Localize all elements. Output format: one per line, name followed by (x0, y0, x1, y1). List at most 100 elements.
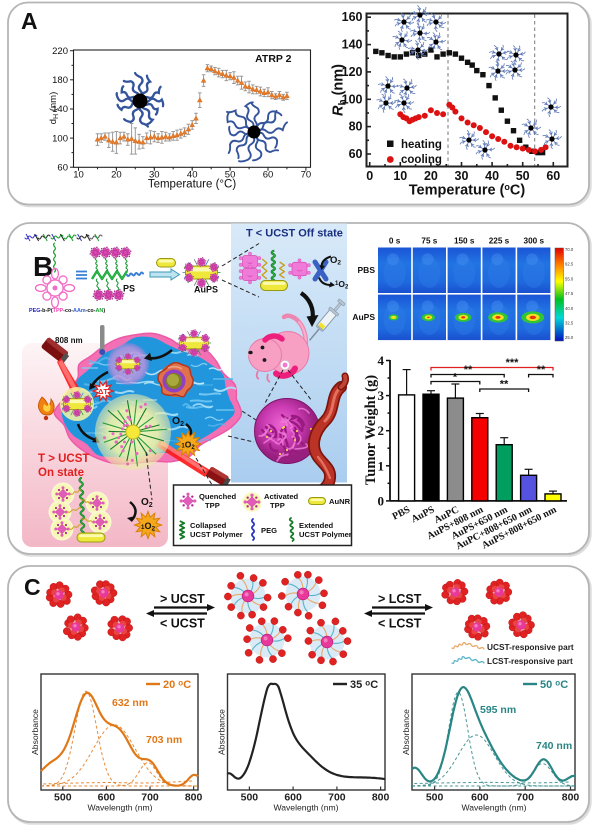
svg-text:35 oC: 35 oC (350, 679, 378, 692)
svg-text:Rh (nm): Rh (nm) (331, 64, 349, 116)
svg-text:220: 220 (52, 46, 68, 57)
svg-text:60: 60 (263, 170, 274, 181)
svg-text:AuNR: AuNR (329, 497, 351, 506)
svg-text:20: 20 (424, 169, 438, 183)
svg-text:800: 800 (372, 792, 390, 804)
svg-text:Absorbance: Absorbance (217, 709, 227, 755)
svg-text:50 oC: 50 oC (540, 679, 568, 692)
svg-text:C: C (24, 574, 41, 600)
svg-text:**: ** (537, 364, 546, 376)
svg-text:UCST-responsive part: UCST-responsive part (487, 642, 574, 652)
svg-text:UCST Polymer: UCST Polymer (299, 530, 352, 539)
svg-text:LCST-responsive part: LCST-responsive part (487, 656, 573, 666)
svg-text:225 s: 225 s (489, 237, 510, 246)
svg-text:800: 800 (185, 792, 203, 804)
svg-text:20: 20 (111, 170, 122, 181)
svg-text:62.5: 62.5 (565, 262, 574, 267)
svg-text:600: 600 (98, 792, 116, 804)
svg-text:25.0: 25.0 (565, 335, 574, 340)
svg-text:AuPS: AuPS (194, 285, 218, 295)
svg-text:600: 600 (284, 792, 302, 804)
svg-text:600: 600 (471, 792, 489, 804)
svg-text:40: 40 (187, 170, 198, 181)
svg-text:< UCST: < UCST (160, 617, 205, 631)
svg-text:O2: O2 (330, 255, 341, 267)
svg-text:Absorbance: Absorbance (401, 709, 411, 755)
svg-text:300 s: 300 s (524, 237, 545, 246)
svg-text:50: 50 (225, 170, 236, 181)
svg-text:dH (nm): dH (nm) (48, 92, 60, 125)
svg-text:Quenched: Quenched (199, 492, 236, 501)
svg-text:10: 10 (393, 169, 407, 183)
svg-text:800: 800 (562, 792, 580, 804)
svg-text:700: 700 (141, 792, 159, 804)
svg-text:AuPS: AuPS (352, 312, 375, 322)
svg-text:70: 70 (301, 170, 312, 181)
svg-text:**: ** (464, 364, 473, 376)
svg-text:B: B (33, 251, 53, 282)
svg-text:632 nm: 632 nm (112, 697, 148, 709)
svg-text:A: A (21, 8, 38, 34)
svg-text:*: * (453, 372, 458, 384)
svg-text:75 s: 75 s (421, 237, 437, 246)
svg-text:< LCST: < LCST (378, 617, 422, 631)
svg-text:180: 180 (52, 75, 68, 86)
svg-text:50: 50 (516, 169, 530, 183)
svg-text:30: 30 (149, 170, 160, 181)
svg-text:PEG-b-P(TPP-co-AAm-co-AN): PEG-b-P(TPP-co-AAm-co-AN) (29, 308, 105, 314)
svg-text:80: 80 (349, 120, 363, 134)
svg-text:500: 500 (54, 792, 72, 804)
svg-text:140: 140 (342, 38, 363, 52)
svg-text:4: 4 (378, 353, 385, 368)
svg-text:740 nm: 740 nm (536, 740, 572, 752)
svg-text:30: 30 (455, 169, 469, 183)
svg-text:100: 100 (342, 92, 363, 106)
svg-text:150 s: 150 s (454, 237, 475, 246)
svg-text:Wavelength (nm): Wavelength (nm) (273, 803, 338, 813)
svg-text:> LCST: > LCST (378, 592, 422, 606)
svg-text:TPP: TPP (270, 501, 285, 510)
svg-text:Temperature (oC): Temperature (oC) (409, 182, 526, 199)
svg-text:PBS: PBS (358, 265, 376, 275)
svg-text:T < UCST Off state: T < UCST Off state (246, 228, 343, 240)
svg-text:47.5: 47.5 (565, 291, 574, 296)
svg-text:Collapsed: Collapsed (190, 521, 227, 530)
svg-text:1O2: 1O2 (141, 521, 156, 533)
svg-text:40.0: 40.0 (565, 306, 574, 311)
svg-text:O2: O2 (141, 497, 153, 509)
svg-text:Temperature (°C): Temperature (°C) (148, 179, 236, 191)
svg-text:1: 1 (378, 458, 385, 473)
svg-text:TPP: TPP (205, 501, 220, 510)
svg-text:700: 700 (516, 792, 534, 804)
svg-text:T > UCST: T > UCST (38, 453, 89, 465)
svg-text:0 s: 0 s (389, 237, 401, 246)
svg-text:10: 10 (73, 170, 84, 181)
svg-text:PEG: PEG (261, 526, 277, 535)
svg-text:**: ** (500, 379, 509, 391)
svg-text:cooling: cooling (401, 154, 442, 166)
svg-text:On state: On state (38, 467, 84, 479)
svg-text:40: 40 (485, 169, 499, 183)
svg-text:60: 60 (57, 162, 68, 173)
svg-text:1O2: 1O2 (335, 279, 349, 291)
svg-text:703 nm: 703 nm (146, 734, 182, 746)
svg-text:ΔT: ΔT (98, 387, 108, 396)
svg-text:60: 60 (546, 169, 560, 183)
svg-text:0: 0 (378, 493, 385, 508)
svg-text:Tumor Weight (g): Tumor Weight (g) (363, 375, 379, 485)
svg-text:heating: heating (401, 139, 442, 151)
svg-text:20 oC: 20 oC (163, 679, 191, 692)
svg-text:Activated: Activated (264, 492, 299, 501)
svg-text:500: 500 (241, 792, 259, 804)
svg-text:1O2: 1O2 (181, 440, 195, 452)
svg-text:2: 2 (378, 423, 385, 438)
svg-text:55.0: 55.0 (565, 276, 574, 281)
svg-text:60: 60 (349, 147, 363, 161)
svg-text:Absorbance: Absorbance (30, 709, 40, 755)
svg-text:32.5: 32.5 (565, 321, 574, 326)
svg-text:120: 120 (342, 65, 363, 79)
svg-text:0: 0 (366, 169, 373, 183)
svg-text:140: 140 (52, 104, 68, 115)
svg-text:> UCST: > UCST (160, 592, 205, 606)
svg-text:ATRP 2: ATRP 2 (255, 53, 292, 65)
